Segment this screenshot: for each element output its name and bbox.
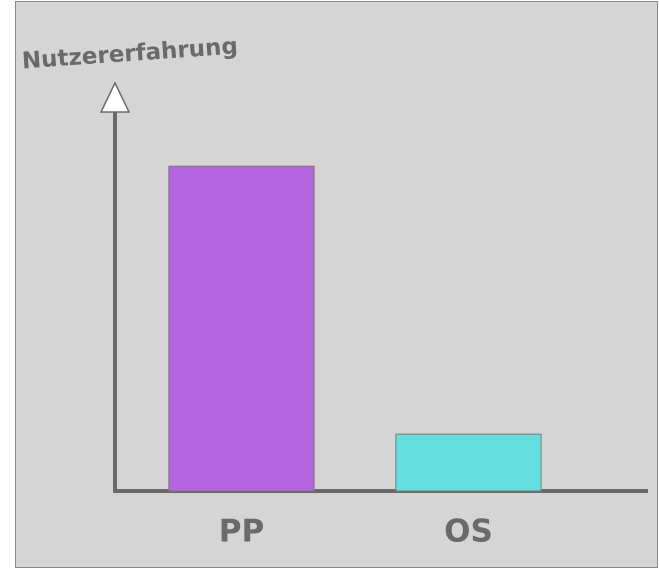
x-tick-label: OS — [444, 514, 493, 550]
bar — [168, 165, 315, 492]
x-tick-label: PP — [219, 514, 264, 550]
bar — [395, 433, 542, 492]
panel — [15, 1, 658, 568]
axis-arrow — [99, 81, 131, 113]
